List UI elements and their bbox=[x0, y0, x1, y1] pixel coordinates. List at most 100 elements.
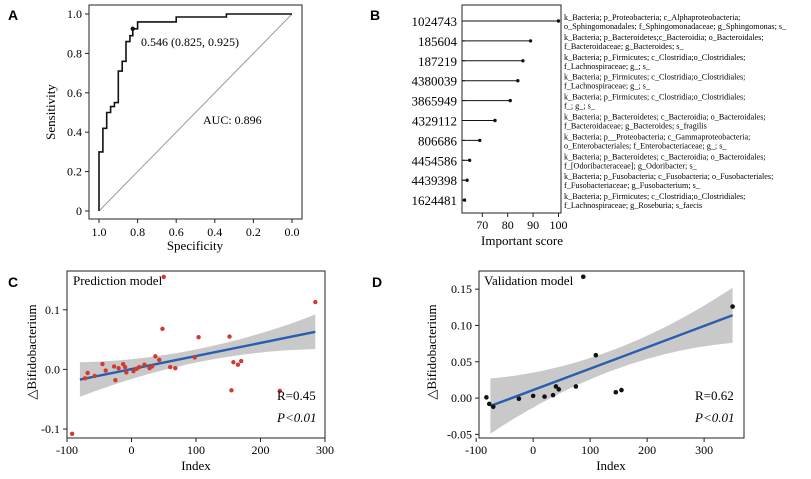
prediction-x-ticks: -100 0 100 200 300 bbox=[56, 438, 334, 457]
roc-y-axis-title: Sensitivity bbox=[43, 84, 58, 140]
validation-plot-frame bbox=[478, 270, 745, 439]
feature-id-label: 806686 bbox=[418, 133, 458, 148]
validation-point bbox=[530, 393, 536, 399]
taxonomy-label: k_Bacteria; p_Fusobacteria; c_Fusobacter… bbox=[564, 172, 773, 181]
validation-y-tick-label: 0.05 bbox=[451, 355, 472, 369]
roc-auc-label: AUC: 0.896 bbox=[203, 113, 262, 127]
taxonomy-label: f_Bacteroidaceae; g_Bacteroides; s_ bbox=[564, 42, 684, 51]
taxonomy-label: k_Bacteria; p__Proteobacteria; c_Gammapr… bbox=[564, 132, 750, 141]
roc-x-tick-label: 0.6 bbox=[169, 225, 184, 239]
importance-x-tick-label: 90 bbox=[527, 218, 539, 232]
importance-point bbox=[521, 59, 525, 63]
prediction-point bbox=[235, 362, 241, 367]
validation-point bbox=[550, 392, 556, 398]
prediction-point bbox=[168, 364, 173, 370]
prediction-point bbox=[313, 299, 318, 305]
roc-x-tick-label: 1.0 bbox=[92, 225, 107, 239]
prediction-point bbox=[161, 274, 166, 280]
prediction-point bbox=[173, 366, 178, 371]
importance-point bbox=[528, 39, 533, 43]
importance-point bbox=[478, 138, 482, 143]
roc-y-tick-label: 0.2 bbox=[67, 165, 82, 179]
validation-point bbox=[553, 384, 559, 389]
roc-reference-line bbox=[98, 13, 293, 212]
taxonomy-label: k_Bacteria; p_Firmicutes; c_Clostridia;o… bbox=[564, 73, 745, 82]
validation-y-tick-label: -0.05 bbox=[447, 427, 472, 441]
roc-x-tick-label: 0.2 bbox=[246, 225, 261, 239]
prediction-x-tick-label: -100 bbox=[56, 443, 78, 457]
importance-bars: 1024743 k_Bacteria; p_Proteobacteria; c_A… bbox=[412, 13, 788, 210]
feature-id-label: 187219 bbox=[418, 54, 457, 69]
taxonomy-label: k_Bacteria; p_Firmicutes; c_Clostridia;o… bbox=[564, 192, 745, 201]
validation-regression-line bbox=[489, 314, 734, 408]
importance-point bbox=[465, 178, 469, 182]
feature-id-label: 3865949 bbox=[412, 94, 458, 109]
panel-c-letter: C bbox=[8, 274, 18, 290]
feature-id-label: 4439398 bbox=[412, 173, 458, 188]
feature-id-label: 1624481 bbox=[412, 193, 458, 208]
validation-y-axis-title: △Bifidobacterium bbox=[424, 304, 439, 399]
roc-y-tick-label: 0 bbox=[76, 204, 82, 218]
prediction-x-axis-title: Index bbox=[181, 458, 211, 473]
prediction-fit-line bbox=[79, 330, 316, 381]
roc-diagonal bbox=[98, 13, 293, 212]
validation-p-value: P<0.01 bbox=[694, 410, 734, 425]
validation-point bbox=[486, 401, 492, 407]
prediction-x-tick-label: 100 bbox=[187, 443, 205, 457]
taxonomy-label: k_Bacteria; p_Proteobacteria; c_Alphapro… bbox=[564, 13, 740, 22]
taxonomy-label: k_Bacteria; p_Bacteroidetes;c_Bacteroidi… bbox=[564, 33, 764, 42]
taxonomy-label: f_Lachnospiraceae; g_; s_ bbox=[564, 62, 651, 71]
prediction-point bbox=[69, 431, 75, 437]
validation-points bbox=[484, 274, 735, 410]
prediction-point bbox=[137, 364, 142, 370]
prediction-point bbox=[277, 388, 283, 394]
importance-point bbox=[516, 79, 520, 83]
prediction-y-tick-label: 0.1 bbox=[45, 303, 60, 317]
validation-plot-title: Validation model bbox=[484, 273, 574, 288]
validation-point bbox=[484, 395, 489, 400]
roc-y-ticks: 0 0.2 0.4 0.6 0.8 1.0 bbox=[67, 7, 89, 218]
roc-y-tick-label: 0.6 bbox=[67, 86, 82, 100]
panel-b: B 1024743 k_Bacteria; p_Proteobacteria; c… bbox=[370, 4, 788, 248]
taxonomy-label: f_Lachnospiraceae; g_Roseburia; s_faecis bbox=[564, 201, 702, 210]
feature-id-label: 4454586 bbox=[412, 153, 458, 168]
prediction-point bbox=[85, 370, 90, 376]
roc-x-ticks: 1.0 0.8 0.6 0.4 0.2 0.0 bbox=[92, 219, 300, 239]
validation-point bbox=[593, 352, 599, 358]
validation-x-tick-label: 0 bbox=[530, 443, 536, 457]
prediction-p-value: P<0.01 bbox=[276, 410, 316, 425]
taxonomy-label: k_Bacteria; p_Bacteroidetes; c_Bacteroid… bbox=[564, 113, 766, 122]
taxonomy-label: o_Sphingomonadales; f_Sphingomonadaceae;… bbox=[564, 22, 787, 31]
prediction-point bbox=[111, 364, 117, 369]
prediction-point bbox=[157, 357, 162, 363]
prediction-r-value: R=0.45 bbox=[277, 388, 316, 403]
roc-x-axis-title: Specificity bbox=[167, 238, 224, 253]
prediction-point bbox=[149, 364, 155, 369]
prediction-point bbox=[196, 335, 201, 340]
panel-b-letter: B bbox=[370, 7, 380, 23]
prediction-point bbox=[92, 373, 97, 379]
importance-point bbox=[508, 98, 512, 103]
validation-point bbox=[730, 304, 735, 309]
roc-x-tick-label: 0.0 bbox=[285, 225, 300, 239]
taxonomy-label: k_Bacteria; p_Bacteroidetes; c_Bacteroid… bbox=[564, 152, 766, 161]
validation-point bbox=[490, 404, 496, 410]
validation-y-tick-label: 0.10 bbox=[451, 318, 472, 332]
importance-x-tick-label: 100 bbox=[549, 218, 567, 232]
roc-optimal-point bbox=[130, 26, 135, 31]
importance-point bbox=[556, 19, 561, 23]
prediction-point bbox=[116, 366, 121, 371]
validation-point bbox=[619, 387, 624, 393]
validation-x-axis-title: Index bbox=[596, 458, 626, 473]
panel-d-letter: D bbox=[372, 274, 382, 290]
taxonomy-label: o_Enterobacteriales; f_Enterobacteriacea… bbox=[564, 141, 727, 150]
validation-x-tick-label: -100 bbox=[465, 443, 487, 457]
prediction-y-axis-title: △Bifidobacterium bbox=[24, 304, 39, 399]
feature-id-label: 185604 bbox=[418, 34, 458, 49]
feature-id-label: 4380039 bbox=[412, 74, 458, 89]
prediction-regression-line bbox=[79, 330, 316, 381]
taxonomy-label: k_Bacteria; p_Firmicutes; c_Clostridia;o… bbox=[564, 53, 745, 62]
roc-curve bbox=[98, 13, 292, 211]
prediction-point bbox=[113, 377, 118, 383]
importance-point bbox=[493, 118, 497, 123]
